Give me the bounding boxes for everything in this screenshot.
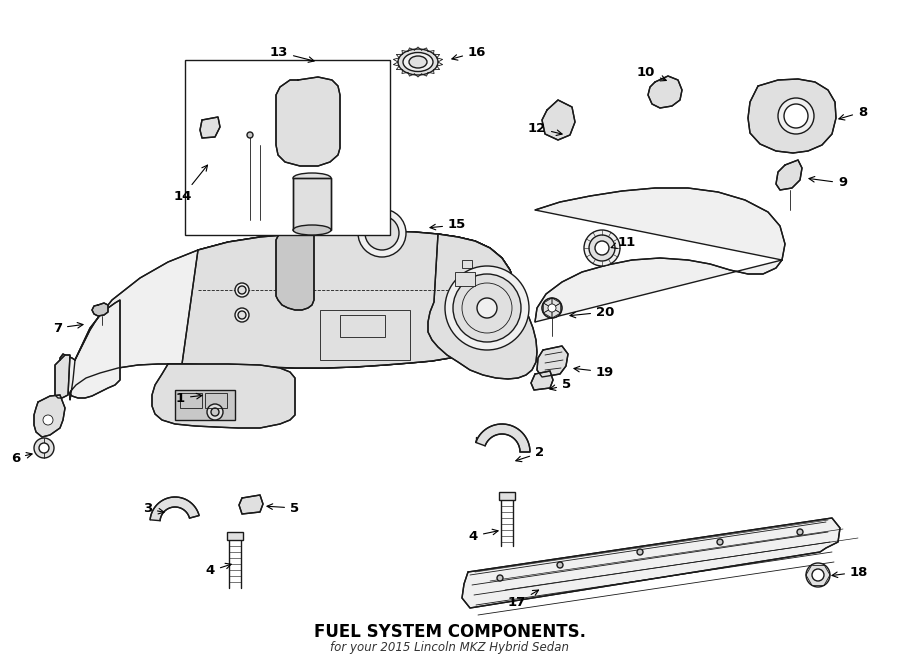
Ellipse shape — [398, 49, 438, 75]
Ellipse shape — [293, 173, 331, 183]
Polygon shape — [276, 230, 314, 310]
Circle shape — [477, 298, 497, 318]
Polygon shape — [34, 395, 65, 437]
Polygon shape — [60, 300, 120, 398]
Circle shape — [589, 235, 615, 261]
Text: 12: 12 — [527, 122, 562, 136]
Text: 17: 17 — [508, 590, 538, 609]
Bar — [320, 310, 410, 360]
Circle shape — [445, 266, 529, 350]
Circle shape — [548, 304, 556, 312]
Circle shape — [806, 563, 830, 587]
Text: 14: 14 — [174, 165, 208, 202]
Ellipse shape — [409, 56, 427, 68]
Circle shape — [39, 443, 49, 453]
Circle shape — [778, 98, 814, 134]
Bar — [455, 272, 475, 286]
Text: 7: 7 — [53, 321, 83, 334]
Text: for your 2015 Lincoln MKZ Hybrid Sedan: for your 2015 Lincoln MKZ Hybrid Sedan — [330, 641, 570, 654]
Text: 4: 4 — [469, 529, 498, 543]
Text: 11: 11 — [611, 235, 636, 249]
Text: 19: 19 — [574, 366, 614, 379]
Circle shape — [557, 562, 563, 568]
Polygon shape — [55, 355, 70, 398]
Circle shape — [235, 308, 249, 322]
Circle shape — [584, 230, 620, 266]
Circle shape — [365, 216, 399, 250]
Polygon shape — [92, 303, 108, 316]
Circle shape — [797, 529, 803, 535]
Text: 3: 3 — [143, 502, 164, 516]
Circle shape — [497, 575, 503, 581]
Polygon shape — [776, 160, 802, 190]
Circle shape — [637, 549, 643, 555]
Text: 5: 5 — [550, 379, 572, 391]
Circle shape — [542, 298, 562, 318]
Polygon shape — [428, 234, 537, 379]
Polygon shape — [531, 371, 553, 390]
Circle shape — [717, 539, 723, 545]
Bar — [175, 390, 235, 420]
Text: 2: 2 — [516, 446, 544, 461]
Text: 10: 10 — [636, 65, 666, 81]
Text: 16: 16 — [452, 46, 486, 60]
Circle shape — [235, 283, 249, 297]
Bar — [227, 532, 243, 540]
Polygon shape — [462, 518, 840, 608]
Polygon shape — [476, 424, 530, 452]
Polygon shape — [748, 79, 836, 153]
Circle shape — [595, 241, 609, 255]
Bar — [205, 393, 227, 408]
Text: 5: 5 — [267, 502, 299, 514]
Polygon shape — [200, 117, 220, 138]
Text: 9: 9 — [809, 176, 847, 190]
Text: 13: 13 — [270, 46, 314, 62]
Polygon shape — [150, 497, 199, 521]
Ellipse shape — [403, 52, 433, 71]
Bar — [340, 315, 385, 337]
Polygon shape — [542, 100, 575, 140]
Polygon shape — [535, 188, 785, 322]
Circle shape — [43, 415, 53, 425]
Circle shape — [812, 569, 824, 581]
Polygon shape — [239, 495, 263, 514]
Polygon shape — [648, 76, 682, 108]
Polygon shape — [276, 77, 340, 166]
Bar — [185, 60, 390, 235]
Bar — [293, 178, 331, 230]
Circle shape — [211, 408, 219, 416]
Polygon shape — [537, 346, 568, 377]
Polygon shape — [182, 231, 515, 368]
Text: 20: 20 — [570, 305, 615, 319]
Text: 8: 8 — [839, 106, 868, 120]
Circle shape — [207, 404, 223, 420]
Circle shape — [784, 104, 808, 128]
Circle shape — [247, 132, 253, 138]
Circle shape — [238, 311, 246, 319]
Circle shape — [238, 286, 246, 294]
Text: 15: 15 — [430, 219, 466, 231]
Polygon shape — [70, 231, 515, 400]
Text: 1: 1 — [176, 391, 202, 405]
Text: FUEL SYSTEM COMPONENTS.: FUEL SYSTEM COMPONENTS. — [314, 623, 586, 641]
Circle shape — [453, 274, 521, 342]
Bar — [462, 260, 472, 268]
Text: 6: 6 — [11, 451, 32, 465]
Circle shape — [34, 438, 54, 458]
Polygon shape — [152, 364, 295, 428]
Bar — [180, 393, 202, 408]
Text: 18: 18 — [832, 566, 868, 578]
Text: 4: 4 — [206, 563, 231, 578]
Ellipse shape — [293, 225, 331, 235]
Bar — [499, 492, 515, 500]
Circle shape — [358, 209, 406, 257]
